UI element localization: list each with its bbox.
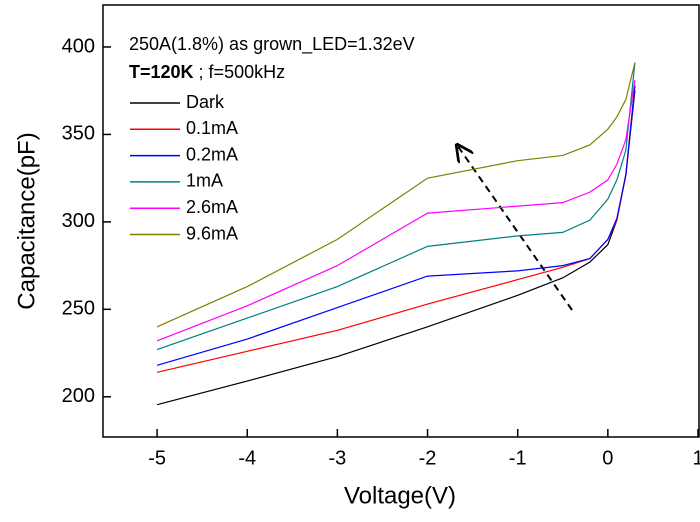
- legend-label: 2.6mA: [186, 197, 238, 217]
- trend-arrow: [457, 145, 573, 311]
- plot-frame: [102, 4, 700, 438]
- x-tick-label: 1: [692, 447, 700, 469]
- x-axis-title: Voltage(V): [344, 482, 456, 509]
- series-line: [156, 62, 636, 351]
- legend-label: 0.2mA: [186, 144, 238, 164]
- condition: T=120K ; f=500kHz: [129, 62, 285, 82]
- legend-label: 1mA: [186, 171, 223, 191]
- legend-label: Dark: [186, 92, 225, 112]
- y-tick-label: 350: [62, 123, 95, 145]
- y-tick-label: 200: [62, 385, 95, 407]
- x-tick-label: -5: [148, 447, 166, 469]
- x-tick-label: -3: [328, 447, 346, 469]
- condition-rest: ; f=500kHz: [194, 62, 286, 82]
- y-axis-title: Capacitance(pF): [13, 132, 40, 309]
- x-tick-label: -2: [419, 447, 437, 469]
- y-tick-label: 300: [62, 210, 95, 232]
- series-line: [156, 62, 636, 328]
- legend-label: 0.1mA: [186, 118, 238, 138]
- condition-bold: T=120K: [129, 62, 194, 82]
- x-tick-label: 0: [602, 447, 613, 469]
- series-line: [156, 80, 636, 342]
- annotation: 250A(1.8%) as grown_LED=1.32eV: [129, 34, 415, 55]
- series-line: [156, 85, 636, 366]
- y-tick-label: 250: [62, 298, 95, 320]
- x-tick-label: -1: [509, 447, 527, 469]
- y-tick-label: 400: [62, 35, 95, 57]
- x-tick-label: -4: [238, 447, 256, 469]
- legend-label: 9.6mA: [186, 223, 238, 243]
